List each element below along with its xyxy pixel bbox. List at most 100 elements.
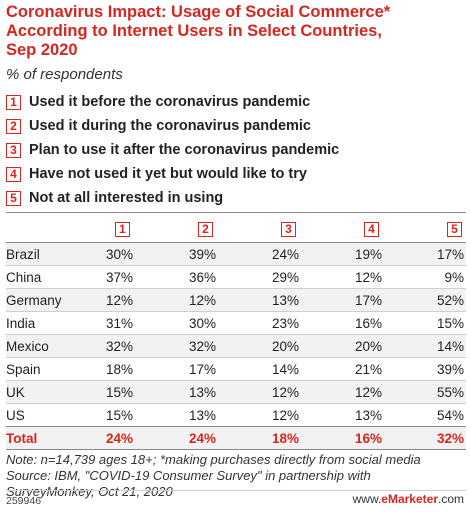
table-cell: 39% — [188, 246, 216, 262]
table-cell: 12% — [354, 269, 382, 285]
legend-label: Plan to use it after the coronavirus pan… — [29, 142, 340, 158]
table-cell: 12% — [354, 384, 382, 400]
legend-item: 3 Plan to use it after the coronavirus p… — [6, 140, 339, 160]
table-cell: 16% — [354, 315, 382, 331]
table-cell: 32% — [188, 338, 216, 354]
column-header-2: 2 — [193, 219, 213, 239]
row-divider — [6, 288, 466, 289]
table-cell: 30% — [188, 315, 216, 331]
table-cell: 29% — [271, 269, 299, 285]
table-cell: 55% — [436, 384, 464, 400]
table-cell: 12% — [188, 292, 216, 308]
row-divider — [6, 357, 466, 358]
row-label: Total — [6, 430, 38, 446]
column-header-4: 4 — [359, 219, 379, 239]
table-cell: 36% — [188, 269, 216, 285]
table-row: China 37% 36% 29% 12% 9% — [6, 266, 466, 288]
legend-label: Have not used it yet but would like to t… — [29, 166, 307, 182]
legend-item: 2 Used it during the coronavirus pandemi… — [6, 116, 311, 136]
chart-title-line: According to Internet Users in Select Co… — [6, 22, 382, 40]
row-label: US — [6, 407, 25, 423]
table-cell: 17% — [436, 246, 464, 262]
table-cell: 13% — [188, 384, 216, 400]
table-cell: 21% — [354, 361, 382, 377]
row-divider — [6, 403, 466, 404]
row-divider — [6, 380, 466, 381]
legend-label: Used it before the coronavirus pandemic — [29, 94, 311, 110]
total-row: Total 24% 24% 18% 16% 32% — [6, 427, 466, 449]
table-bottom-rule — [6, 449, 466, 450]
chart-subtitle: % of respondents — [6, 66, 123, 83]
table-row: India 31% 30% 23% 16% 15% — [6, 312, 466, 334]
legend-key: 4 — [6, 166, 21, 182]
table-cell: 24% — [271, 246, 299, 262]
table-cell: 30% — [105, 246, 133, 262]
header-rule — [6, 212, 466, 213]
legend-item: 4 Have not used it yet but would like to… — [6, 164, 307, 184]
chart-title: Coronavirus Impact: Usage of Social Comm… — [6, 3, 466, 60]
legend-label: Not at all interested in using — [29, 190, 224, 206]
table-cell: 19% — [354, 246, 382, 262]
table-cell: 18% — [105, 361, 133, 377]
table-row: Germany 12% 12% 13% 17% 52% — [6, 289, 466, 311]
row-label: Brazil — [6, 246, 40, 262]
row-label: Spain — [6, 361, 41, 377]
table-cell: 20% — [354, 338, 382, 354]
row-label: Mexico — [6, 338, 49, 354]
table-cell: 23% — [271, 315, 299, 331]
column-header-1: 1 — [110, 219, 130, 239]
chart-title-line: Sep 2020 — [6, 41, 78, 59]
column-header-rule — [6, 242, 466, 243]
footnote-line: SurveyMonkey, Oct 21, 2020 — [6, 484, 173, 499]
table-cell: 14% — [271, 361, 299, 377]
footer-rule — [6, 490, 466, 491]
table-cell: 52% — [436, 292, 464, 308]
column-header-3: 3 — [276, 219, 296, 239]
table-cell: 17% — [188, 361, 216, 377]
table-cell: 13% — [271, 292, 299, 308]
table-cell: 37% — [105, 269, 133, 285]
table-cell: 13% — [354, 407, 382, 423]
row-divider — [6, 311, 466, 312]
row-divider — [6, 265, 466, 266]
table-cell: 32% — [105, 338, 133, 354]
row-label: India — [6, 315, 36, 331]
table-row: UK 15% 13% 12% 12% 55% — [6, 381, 466, 403]
table-cell: 15% — [105, 407, 133, 423]
row-divider — [6, 334, 466, 335]
legend-key: 2 — [6, 118, 21, 134]
legend-item: 1 Used it before the coronavirus pandemi… — [6, 92, 310, 112]
legend-key: 3 — [6, 142, 21, 158]
row-label: China — [6, 269, 42, 285]
table-cell: 13% — [188, 407, 216, 423]
table-cell: 15% — [436, 315, 464, 331]
legend-key: 5 — [6, 190, 21, 206]
table-cell: 39% — [436, 361, 464, 377]
total-rule — [6, 426, 466, 427]
legend-key: 1 — [6, 94, 21, 110]
row-label: Germany — [6, 292, 62, 308]
table-cell: 20% — [271, 338, 299, 354]
footnote-line: Source: IBM, "COVID-19 Consumer Survey" … — [6, 468, 371, 483]
table-cell: 31% — [105, 315, 133, 331]
column-header-5: 5 — [442, 219, 462, 239]
footnote: Note: n=14,739 ages 18+; *making purchas… — [6, 452, 466, 500]
table-row: Spain 18% 17% 14% 21% 39% — [6, 358, 466, 380]
table-row: Mexico 32% 32% 20% 20% 14% — [6, 335, 466, 357]
table-row: Brazil 30% 39% 24% 19% 17% — [6, 243, 466, 265]
table-cell: 16% — [354, 430, 382, 446]
table-cell: 12% — [271, 407, 299, 423]
legend-label: Used it during the coronavirus pandemic — [29, 118, 311, 134]
row-label: UK — [6, 384, 25, 400]
table-cell: 18% — [271, 430, 299, 446]
table-cell: 24% — [105, 430, 133, 446]
legend-item: 5 Not at all interested in using — [6, 188, 223, 208]
table-cell: 12% — [271, 384, 299, 400]
table-row: US 15% 13% 12% 13% 54% — [6, 404, 466, 426]
footnote-line: Note: n=14,739 ages 18+; *making purchas… — [6, 452, 421, 467]
table-cell: 24% — [188, 430, 216, 446]
table-cell: 9% — [444, 269, 464, 285]
brand-logo: www.eMarketer.com — [352, 492, 464, 506]
table-cell: 14% — [436, 338, 464, 354]
table-cell: 54% — [436, 407, 464, 423]
